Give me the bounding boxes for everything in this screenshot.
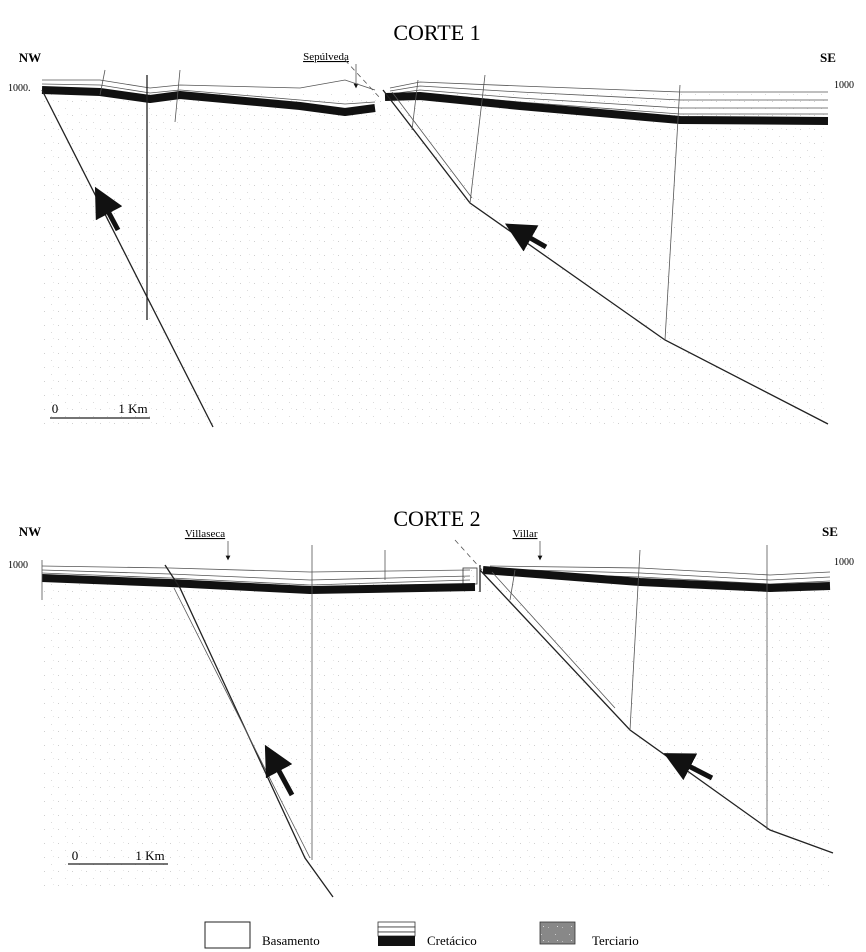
line-work — [378, 922, 415, 927]
orientation-left: NW — [19, 50, 41, 65]
section-title: CORTE 1 — [393, 20, 480, 45]
line-work — [42, 566, 470, 572]
legend-label: Basamento — [262, 933, 320, 948]
orientation-right: SE — [820, 50, 836, 65]
scale-label: 1 Km — [118, 401, 147, 416]
section-1: CORTE 1 NW SE 1000. 1000 Sepúlveda 0 1 K… — [8, 20, 854, 430]
section-title: CORTE 2 — [393, 506, 480, 531]
town-label: Sepúlveda — [303, 51, 349, 63]
line-work — [205, 922, 250, 948]
elevation-label: 1000. — [8, 83, 31, 94]
elevation-label: 1000 — [834, 557, 854, 568]
line-work — [42, 90, 828, 430]
town-label: Villaseca — [185, 528, 225, 540]
orientation-right: SE — [822, 524, 838, 539]
line-work — [455, 540, 482, 570]
orientation-left: NW — [19, 524, 41, 539]
diagram: CORTE 1 NW SE 1000. 1000 Sepúlveda 0 1 K… — [0, 0, 866, 952]
legend-label: Terciario — [592, 933, 639, 948]
scale-label: 0 — [52, 401, 59, 416]
line-work — [463, 568, 477, 584]
elevation-label: 1000 — [8, 560, 28, 571]
line-work — [378, 932, 415, 936]
legend: Basamento Cretácico Terciario — [205, 922, 639, 948]
section-2: CORTE 2 NW SE 1000 1000 Villaseca Villar… — [8, 506, 854, 897]
scale-label: 1 Km — [135, 848, 164, 863]
town-label: Villar — [513, 528, 538, 540]
line-work — [42, 580, 830, 890]
line-work — [378, 927, 415, 932]
elevation-label: 1000 — [834, 80, 854, 91]
line-work — [540, 922, 575, 944]
legend-label: Cretácico — [427, 933, 477, 948]
scale-label: 0 — [72, 848, 79, 863]
line-work — [378, 936, 415, 946]
